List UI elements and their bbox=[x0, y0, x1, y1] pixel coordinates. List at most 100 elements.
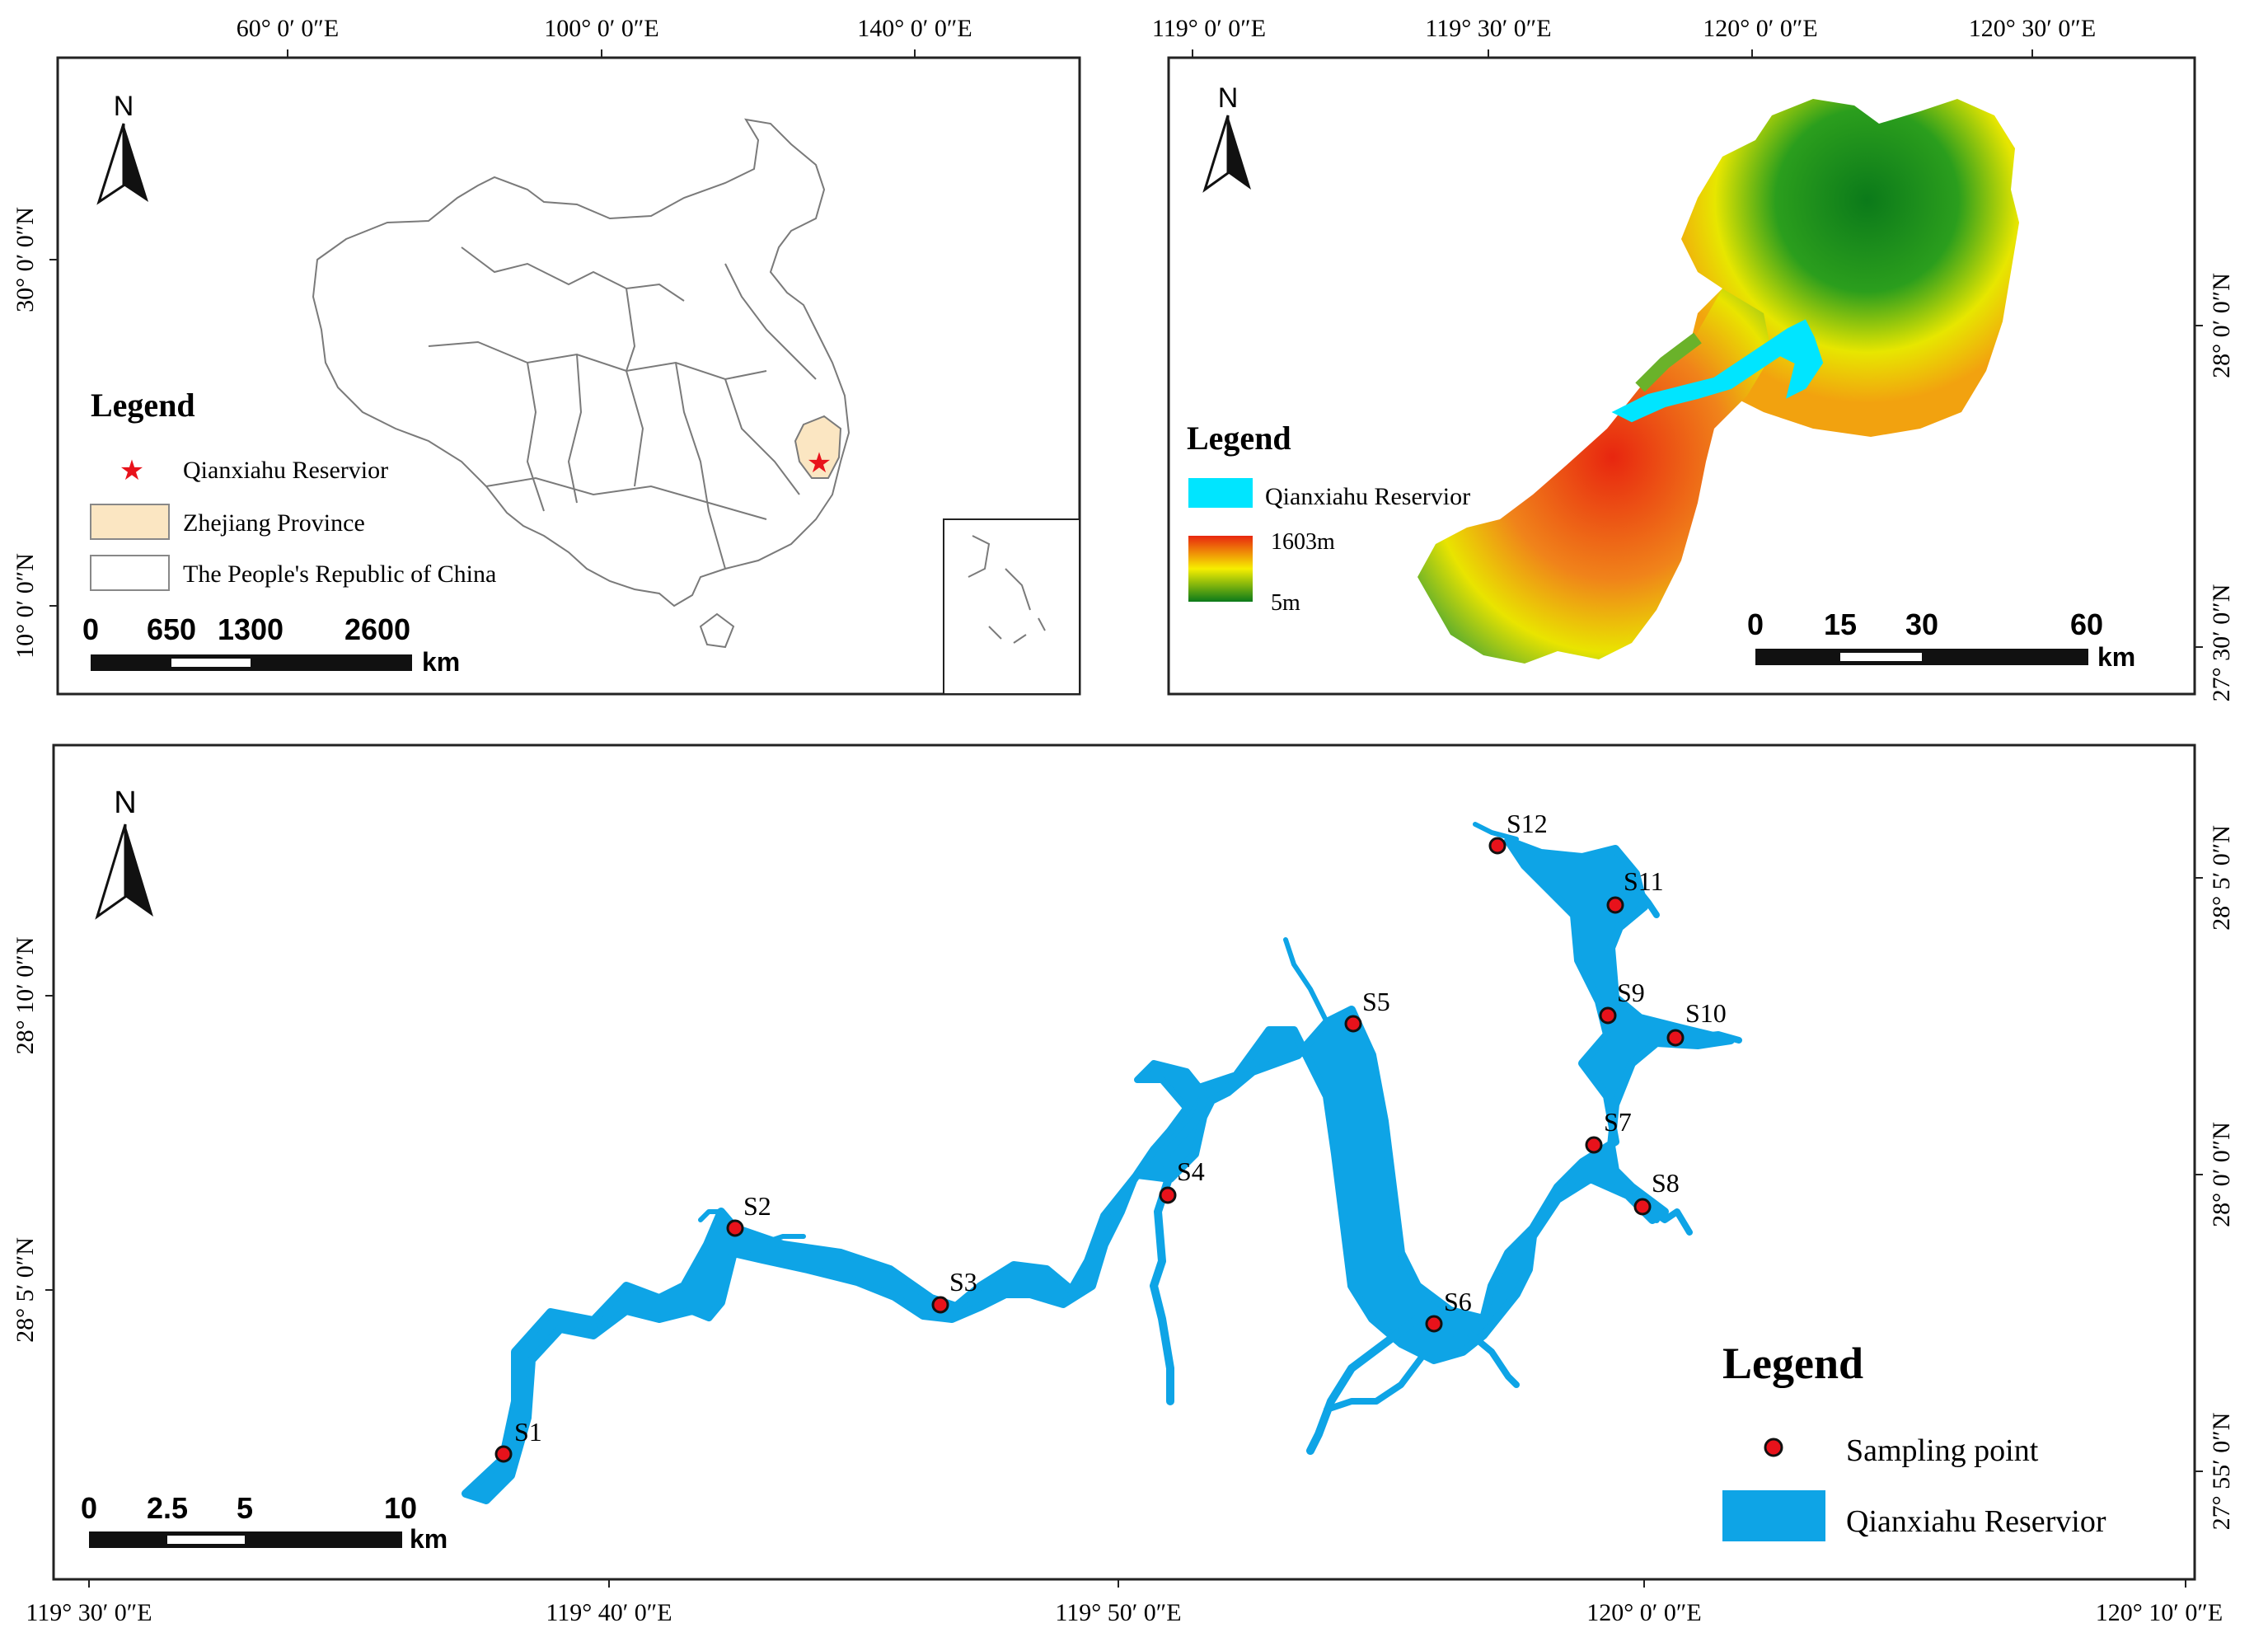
sampling-point-s4: S4 bbox=[1159, 1156, 1205, 1204]
sampling-point-s7: S7 bbox=[1585, 1107, 1632, 1154]
legend-elevation-ramp bbox=[1188, 536, 1253, 602]
sampling-point-s11: S11 bbox=[1606, 866, 1664, 914]
svg-text:S5: S5 bbox=[1362, 987, 1390, 1016]
north-arrow-icon: N bbox=[95, 786, 153, 920]
svg-text:N: N bbox=[114, 786, 136, 820]
china-overview-panel: 60° 0′ 0″E 100° 0′ 0″E 140° 0′ 0″E 30° 0… bbox=[12, 15, 1081, 696]
svg-text:60: 60 bbox=[2070, 607, 2103, 641]
sampling-point-s2: S2 bbox=[726, 1191, 771, 1237]
china-legend-title: Legend bbox=[91, 387, 195, 424]
svg-text:S2: S2 bbox=[743, 1191, 771, 1221]
reservoir-legend-item: Qianxiahu Reservior bbox=[1846, 1504, 2106, 1539]
reservoir-left-tick-label: 28° 5′ 0″N bbox=[12, 1237, 39, 1343]
reservoir-legend-item: Sampling point bbox=[1846, 1433, 2039, 1468]
sampling-point-s5: S5 bbox=[1344, 987, 1390, 1033]
svg-text:S8: S8 bbox=[1652, 1168, 1680, 1198]
svg-text:S11: S11 bbox=[1624, 866, 1664, 896]
svg-text:S7: S7 bbox=[1604, 1107, 1632, 1137]
reservoir-star-icon: ★ bbox=[807, 448, 832, 479]
svg-text:30: 30 bbox=[1905, 607, 1938, 641]
svg-text:S9: S9 bbox=[1617, 978, 1645, 1007]
reservoir-legend-title: Legend bbox=[1722, 1339, 1863, 1388]
svg-text:2600: 2600 bbox=[344, 612, 410, 646]
china-panel-frame bbox=[56, 56, 1081, 696]
svg-text:0: 0 bbox=[1747, 607, 1764, 641]
svg-text:S3: S3 bbox=[949, 1267, 977, 1297]
zhejiang-province-shape bbox=[794, 415, 842, 479]
legend-reservoir-swatch bbox=[1188, 478, 1253, 508]
svg-text:km: km bbox=[410, 1524, 448, 1554]
sampling-points: S1 S2 S3 S4 S5 S6 bbox=[494, 809, 1727, 1463]
sampling-point-s6: S6 bbox=[1425, 1287, 1472, 1333]
reservoir-panel-frame bbox=[52, 743, 2196, 1581]
reservoir-right-tick-label: 28° 0′ 0″N bbox=[2208, 1122, 2235, 1227]
svg-text:S12: S12 bbox=[1507, 809, 1548, 838]
svg-text:S6: S6 bbox=[1444, 1287, 1472, 1316]
svg-text:N: N bbox=[1218, 82, 1239, 114]
dem-panel: 119° 0′ 0″E 119° 30′ 0″E 120° 0′ 0″E 120… bbox=[1152, 15, 2235, 701]
sampling-point-s8: S8 bbox=[1633, 1168, 1680, 1216]
reservoir-left-tick-label: 28° 10′ 0″N bbox=[12, 937, 39, 1055]
dem-elevation-map bbox=[1418, 99, 2019, 664]
sampling-point-s1: S1 bbox=[494, 1417, 542, 1463]
dem-legend-title: Legend bbox=[1187, 420, 1291, 457]
reservoir-detail-panel: 119° 30′ 0″E 119° 40′ 0″E 119° 50′ 0″E 1… bbox=[12, 743, 2235, 1626]
svg-text:650: 650 bbox=[147, 612, 196, 646]
svg-text:2.5: 2.5 bbox=[147, 1491, 188, 1525]
china-left-tick-label: 30° 0′ 0″N bbox=[12, 207, 39, 312]
china-scale-bar: 0 650 1300 2600 km bbox=[82, 612, 460, 677]
legend-reservoir-swatch bbox=[1722, 1490, 1825, 1541]
reservoir-bottom-tick-label: 119° 30′ 0″E bbox=[26, 1599, 152, 1626]
dem-right-tick-label: 27° 30′ 0″N bbox=[2208, 584, 2235, 702]
north-arrow-icon: N bbox=[1202, 82, 1251, 193]
dem-top-tick-label: 120° 0′ 0″E bbox=[1703, 15, 1817, 42]
svg-text:S1: S1 bbox=[514, 1417, 542, 1447]
china-map-shape bbox=[312, 118, 850, 649]
sampling-point-s3: S3 bbox=[931, 1267, 977, 1314]
svg-text:S4: S4 bbox=[1177, 1156, 1205, 1186]
china-top-tick-label: 100° 0′ 0″E bbox=[544, 15, 658, 42]
sampling-point-s12: S12 bbox=[1488, 809, 1548, 855]
svg-text:S10: S10 bbox=[1685, 998, 1727, 1028]
sampling-point-s10: S10 bbox=[1666, 998, 1727, 1047]
south-china-sea-inset bbox=[943, 518, 1080, 695]
dem-right-tick-label: 28° 0′ 0″N bbox=[2208, 273, 2235, 378]
reservoir-right-tick-label: 27° 55′ 0″N bbox=[2208, 1413, 2235, 1531]
sampling-point-s9: S9 bbox=[1599, 978, 1645, 1025]
legend-star-icon: ★ bbox=[119, 456, 144, 486]
svg-text:0: 0 bbox=[81, 1491, 97, 1525]
china-legend-item: Zhejiang Province bbox=[183, 509, 365, 537]
reservoir-right-tick-label: 28° 5′ 0″N bbox=[2208, 825, 2235, 931]
china-top-tick-label: 140° 0′ 0″E bbox=[857, 15, 972, 42]
svg-text:15: 15 bbox=[1824, 607, 1857, 641]
legend-province-swatch bbox=[90, 504, 170, 540]
svg-text:km: km bbox=[2097, 642, 2135, 672]
dem-legend-item: 1603m bbox=[1271, 529, 1335, 555]
reservoir-bottom-tick-label: 120° 0′ 0″E bbox=[1586, 1599, 1701, 1626]
dem-legend-item: Qianxiahu Reservior bbox=[1265, 483, 1470, 510]
reservoir-water-body bbox=[462, 822, 1742, 1504]
reservoir-bottom-tick-label: 119° 40′ 0″E bbox=[546, 1599, 672, 1626]
dem-legend-item: 5m bbox=[1271, 590, 1300, 616]
svg-text:1300: 1300 bbox=[218, 612, 284, 646]
reservoir-bottom-tick-label: 119° 50′ 0″E bbox=[1055, 1599, 1181, 1626]
dem-top-tick-label: 120° 30′ 0″E bbox=[1969, 15, 2096, 42]
svg-text:5: 5 bbox=[237, 1491, 253, 1525]
legend-country-swatch bbox=[90, 555, 170, 591]
dem-top-tick-label: 119° 30′ 0″E bbox=[1425, 15, 1551, 42]
north-arrow-icon: N bbox=[96, 91, 148, 205]
china-legend-item: The People's Republic of China bbox=[183, 561, 496, 588]
svg-text:10: 10 bbox=[384, 1491, 417, 1525]
svg-text:km: km bbox=[422, 647, 460, 677]
dem-scale-bar: 0 15 30 60 km bbox=[1747, 607, 2135, 672]
svg-text:0: 0 bbox=[82, 612, 99, 646]
china-top-tick-label: 60° 0′ 0″E bbox=[237, 15, 339, 42]
reservoir-bottom-tick-label: 120° 10′ 0″E bbox=[2096, 1599, 2223, 1626]
dem-top-tick-label: 119° 0′ 0″E bbox=[1152, 15, 1266, 42]
china-legend-item: Qianxiahu Reservior bbox=[183, 457, 388, 484]
reservoir-scale-bar: 0 2.5 5 10 km bbox=[81, 1491, 448, 1554]
svg-text:N: N bbox=[114, 91, 134, 122]
legend-sampling-point-icon bbox=[1764, 1438, 1783, 1457]
china-left-tick-label: 10° 0′ 0″N bbox=[12, 553, 39, 659]
